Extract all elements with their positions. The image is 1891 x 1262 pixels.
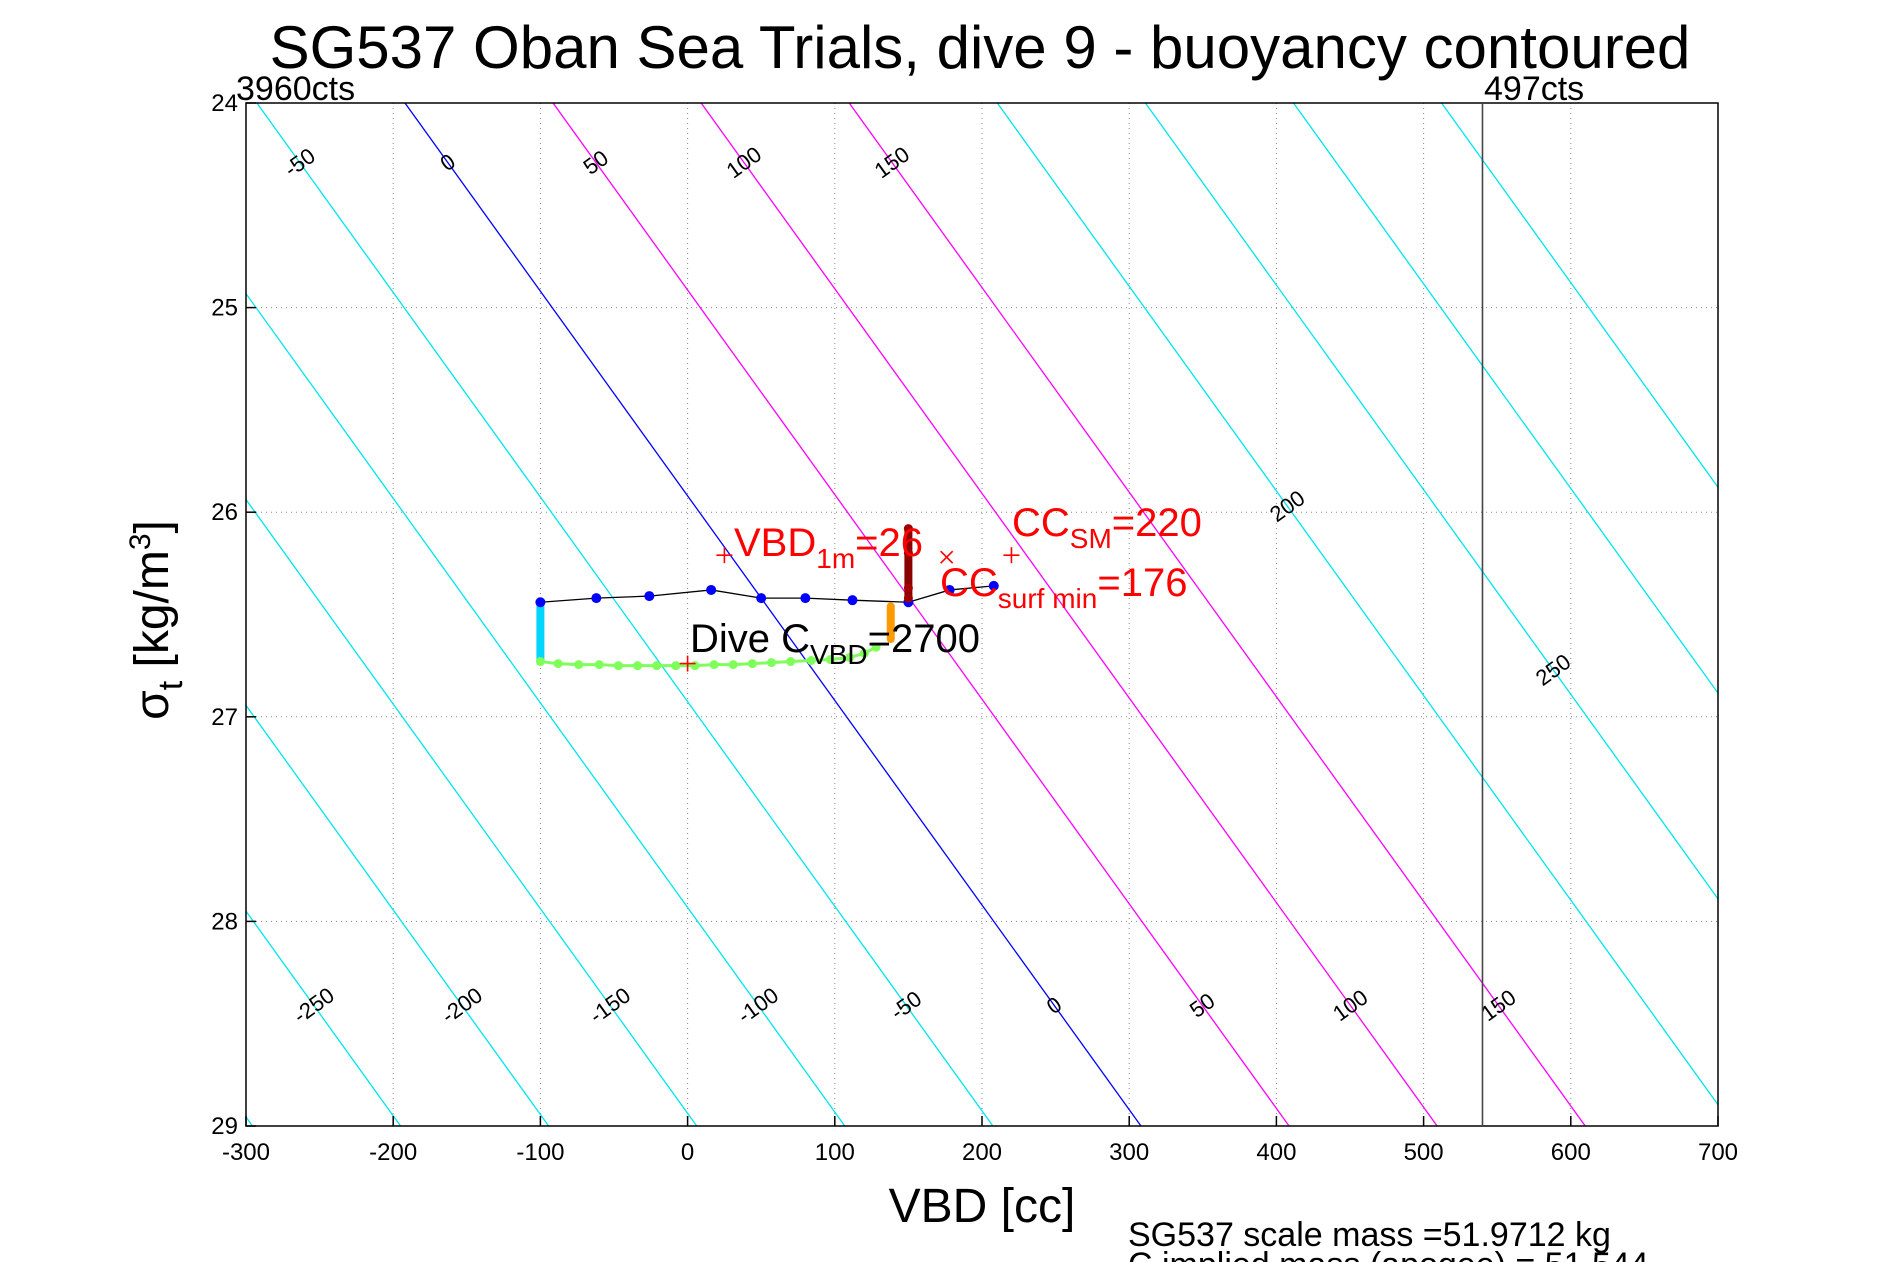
contour-label-bottom: -250 (289, 982, 339, 1028)
grid-lines (246, 103, 1718, 1126)
dive-track-point (591, 593, 602, 604)
bottom-series-point (671, 661, 681, 671)
dive-track-point (706, 584, 717, 595)
x-tick-label: -300 (222, 1139, 270, 1166)
contour-label-top: 100 (722, 142, 766, 184)
x-tick-label: 500 (1404, 1139, 1444, 1166)
contour-line (246, 704, 550, 1126)
contour-labels: -50 0 50 100 150-250 -200 -150 -100 -50 0 50 100 150… (279, 142, 1575, 1029)
contour-label-bottom: 50 (1185, 988, 1219, 1023)
darkred-point (903, 524, 913, 534)
contour-line (246, 292, 846, 1126)
y-tick-label: 27 (211, 704, 238, 731)
bottom-series-point (690, 661, 700, 671)
bottom-series-point (652, 661, 662, 671)
bottom-series-point (709, 660, 719, 670)
y-tick-label: 26 (211, 499, 238, 526)
dive-track-line (540, 585, 994, 603)
contour-line (1144, 103, 1718, 901)
x-axis-label: VBD [cc] (889, 1180, 1076, 1233)
cc-surf-min-annotation: CCsurf min=176 (940, 561, 1187, 614)
bottom-series-point (825, 655, 835, 665)
x-tick-label: 200 (962, 1139, 1002, 1166)
contour-line (700, 103, 1438, 1126)
marker-cc-surf-min (940, 550, 954, 564)
contour-line (1292, 103, 1718, 695)
footer-scale-mass: SG537 scale mass =51.9712 kg (1128, 1216, 1611, 1254)
x-tick-label: 700 (1698, 1139, 1738, 1166)
contour-line (0, 103, 104, 1126)
bottom-series-point (786, 657, 796, 667)
bottom-series-point (535, 657, 545, 667)
darkred-point (903, 548, 913, 558)
dive-track-point (847, 595, 858, 606)
x-tick-label: 300 (1109, 1139, 1149, 1166)
x-tick-label: 400 (1256, 1139, 1296, 1166)
plot-area-frame (245, 102, 1719, 1127)
y-axis-label: σt [kg/m3] (124, 520, 190, 720)
contour-label-bottom: -200 (437, 982, 487, 1028)
contour-label-bottom: -100 (733, 982, 783, 1028)
bottom-series-point (633, 661, 643, 671)
dive-track-point (535, 597, 546, 608)
contour-label-right: 250 (1531, 649, 1575, 691)
y-tick-label: 24 (211, 90, 238, 117)
bottom-series-point (574, 660, 584, 670)
contour-label-top: 50 (579, 145, 613, 180)
right-count-label: 497cts (1484, 70, 1584, 108)
bottom-series-point (553, 659, 563, 669)
contour-label-bottom: -50 (886, 986, 926, 1025)
bottom-series-point (613, 661, 623, 671)
contour-line (848, 103, 1586, 1126)
dive-track-point (988, 580, 999, 591)
contour-line (552, 103, 1290, 1126)
dive-c-vbd-annotation: Dive CVBD=2700 (690, 617, 980, 670)
contour-label-bottom: 0 (1042, 992, 1067, 1019)
x-tick-label: 0 (681, 1139, 694, 1166)
buoyancy-contours (0, 103, 1718, 1126)
bottom-series-point (871, 642, 881, 652)
contour-label-top: 0 (435, 149, 460, 176)
x-tick-label: 600 (1551, 1139, 1591, 1166)
x-axis-ticks: -300 -200 -100 0 100 200 300 400 500 600 700 (222, 1116, 1738, 1166)
x-tick-label: -100 (516, 1139, 564, 1166)
contour-label-bottom: 100 (1328, 984, 1372, 1026)
dive-track-point (944, 584, 955, 595)
dive-track-point (756, 593, 767, 604)
darkred-point (903, 583, 913, 593)
y-tick-label: 29 (211, 1113, 238, 1140)
bottom-series-point (767, 658, 777, 668)
contour-label-top: -50 (279, 143, 319, 182)
footer-implied-mass: C implied mass (apogee) = 51.544 (1128, 1246, 1649, 1262)
left-count-label: 3960cts (236, 70, 355, 108)
y-axis-ticks: 24 25 26 27 28 29 (211, 90, 256, 1140)
bottom-series-point (747, 659, 757, 669)
y-tick-label: 28 (211, 908, 238, 935)
bottom-series-point (594, 660, 604, 670)
y-tick-label: 25 (211, 295, 238, 322)
data-series (535, 524, 1020, 672)
vbd-1m-annotation: VBD1m=26 (734, 521, 923, 574)
contour-line (996, 103, 1718, 1106)
x-tick-label: -200 (369, 1139, 417, 1166)
contour-line (256, 103, 994, 1126)
dive-track-point (800, 593, 811, 604)
contour-line (246, 498, 698, 1126)
contour-label-top: 150 (870, 142, 914, 184)
bottom-series-point (806, 656, 816, 666)
cc-sm-annotation: CCSM=220 (1012, 501, 1202, 554)
bottom-series-point (728, 660, 738, 670)
contour-line (246, 910, 402, 1126)
dive-track-point (644, 591, 655, 602)
contour-line (404, 103, 1142, 1126)
x-tick-label: 100 (815, 1139, 855, 1166)
bottom-series-point (845, 652, 855, 662)
contour-label-right: 200 (1265, 485, 1309, 527)
bottom-series-point (859, 648, 869, 658)
chart-title: SG537 Oban Sea Trials, dive 9 - buoyancy… (270, 14, 1691, 81)
contour-label-bottom: -150 (585, 982, 635, 1028)
darkred-point (903, 593, 913, 603)
contour-line (1441, 103, 1718, 489)
